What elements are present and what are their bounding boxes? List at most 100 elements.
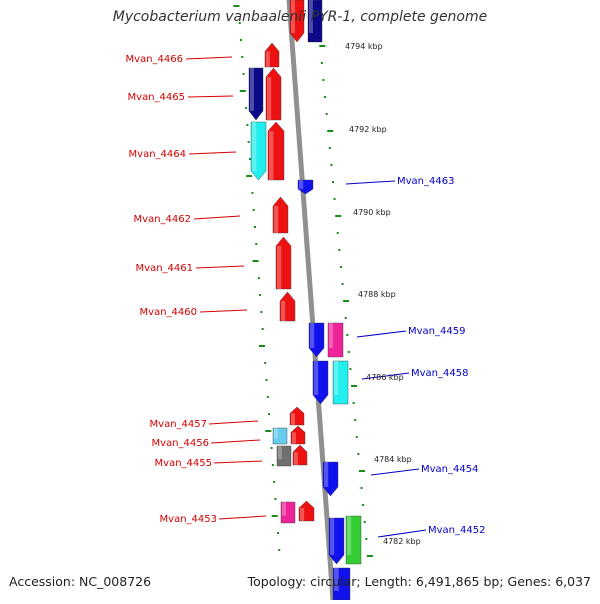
- gene-label-right[interactable]: Mvan_4459: [408, 326, 465, 337]
- gene-shape: [327, 322, 344, 358]
- major-tick: [335, 215, 342, 217]
- backbone-track: [286, 0, 336, 601]
- gene-label-left[interactable]: Mvan_4455: [155, 458, 212, 469]
- leader-line-left: [185, 56, 233, 60]
- topology-text: Topology: circular; Length: 6,491,865 bp…: [247, 574, 591, 589]
- minor-tick: [352, 402, 355, 404]
- minor-tick: [270, 447, 273, 449]
- gene-shape-highlight: [282, 502, 286, 516]
- minor-tick: [322, 79, 325, 81]
- kbp-label: 4794 kbp: [345, 42, 383, 51]
- gene-shape: [250, 121, 267, 181]
- gene-shape-highlight: [269, 131, 274, 180]
- gene-label-right[interactable]: Mvan_4458: [411, 368, 468, 379]
- major-tick: [265, 430, 272, 432]
- minor-tick: [354, 419, 357, 421]
- minor-tick: [247, 141, 250, 143]
- kbp-label: 4782 kbp: [383, 537, 421, 546]
- gene-label-left[interactable]: Mvan_4461: [136, 263, 193, 274]
- minor-tick: [365, 538, 368, 540]
- gene-shape-highlight: [252, 122, 257, 171]
- gene-shape: [292, 444, 308, 466]
- gene-shape: [272, 427, 288, 445]
- gene-label-left[interactable]: Mvan_4464: [129, 149, 186, 160]
- minor-tick: [268, 413, 271, 415]
- minor-tick: [357, 453, 360, 455]
- minor-tick: [241, 56, 244, 58]
- gene-shape: [298, 500, 315, 522]
- leader-line-left: [199, 309, 248, 313]
- kbp-label: 4784 kbp: [374, 455, 412, 464]
- minor-tick: [273, 481, 276, 483]
- minor-tick: [349, 368, 352, 370]
- minor-tick: [259, 294, 262, 296]
- minor-tick: [261, 328, 264, 330]
- gene-shape-highlight: [266, 51, 270, 67]
- leader-line-left: [195, 265, 245, 269]
- gene-label-left[interactable]: Mvan_4453: [160, 514, 217, 525]
- leader-line-left: [193, 215, 241, 220]
- gene-shape: [332, 360, 349, 405]
- minor-tick: [346, 334, 349, 336]
- gene-label-right[interactable]: Mvan_4463: [397, 176, 454, 187]
- kbp-label: 4790 kbp: [353, 208, 391, 217]
- gene-shape-highlight: [334, 361, 339, 395]
- gene-shape: [290, 425, 306, 445]
- gene-shape-highlight: [330, 518, 335, 555]
- major-tick: [343, 300, 350, 302]
- minor-tick: [240, 39, 242, 41]
- gene-shape: [280, 501, 296, 524]
- gene-label-left[interactable]: Mvan_4465: [128, 92, 185, 103]
- gene-label-left[interactable]: Mvan_4456: [152, 438, 209, 449]
- gene-shape-highlight: [314, 361, 319, 395]
- minor-tick: [266, 396, 269, 398]
- minor-tick: [363, 521, 366, 523]
- gene-shape: [307, 0, 323, 43]
- minor-tick: [265, 379, 268, 381]
- minor-tick: [331, 181, 334, 183]
- minor-tick: [245, 107, 248, 109]
- major-tick: [233, 5, 240, 7]
- minor-tick: [264, 362, 267, 364]
- minor-tick: [360, 487, 363, 489]
- major-tick: [239, 90, 246, 92]
- gene-shape-highlight: [309, 0, 313, 33]
- major-tick: [358, 470, 365, 472]
- gene-shape-highlight: [281, 301, 286, 321]
- minor-tick: [246, 124, 249, 126]
- leader-line-right: [370, 468, 420, 476]
- major-tick: [351, 385, 358, 387]
- major-tick: [258, 345, 265, 347]
- gene-shape-highlight: [277, 246, 282, 289]
- minor-tick: [257, 277, 260, 279]
- gene-label-left[interactable]: Mvan_4462: [134, 214, 191, 225]
- minor-tick: [278, 549, 281, 551]
- minor-tick: [260, 311, 263, 313]
- gene-shape-highlight: [292, 432, 296, 444]
- gene-shape: [248, 67, 264, 121]
- minor-tick: [328, 147, 331, 149]
- minor-tick: [362, 504, 365, 506]
- minor-tick: [347, 351, 350, 353]
- leader-line-left: [218, 515, 267, 520]
- kbp-label: 4786 kbp: [366, 373, 404, 382]
- gene-shape: [264, 42, 280, 68]
- gene-label-left[interactable]: Mvan_4457: [150, 419, 207, 430]
- minor-tick: [338, 249, 341, 251]
- gene-shape: [289, 0, 305, 43]
- gene-label-left[interactable]: Mvan_4460: [140, 307, 197, 318]
- gene-shape-highlight: [291, 413, 295, 425]
- minor-tick: [251, 192, 254, 194]
- gene-label-right[interactable]: Mvan_4452: [428, 525, 485, 536]
- gene-shape-highlight: [324, 462, 329, 487]
- gene-shape-highlight: [310, 323, 315, 348]
- leader-line-left: [187, 95, 234, 98]
- gene-shape-highlight: [294, 452, 298, 465]
- minor-tick: [325, 113, 328, 115]
- minor-tick: [271, 464, 274, 466]
- gene-label-left[interactable]: Mvan_4466: [126, 54, 183, 65]
- gene-shape-highlight: [334, 568, 339, 591]
- minor-tick: [242, 73, 245, 75]
- gene-label-right[interactable]: Mvan_4454: [421, 464, 478, 475]
